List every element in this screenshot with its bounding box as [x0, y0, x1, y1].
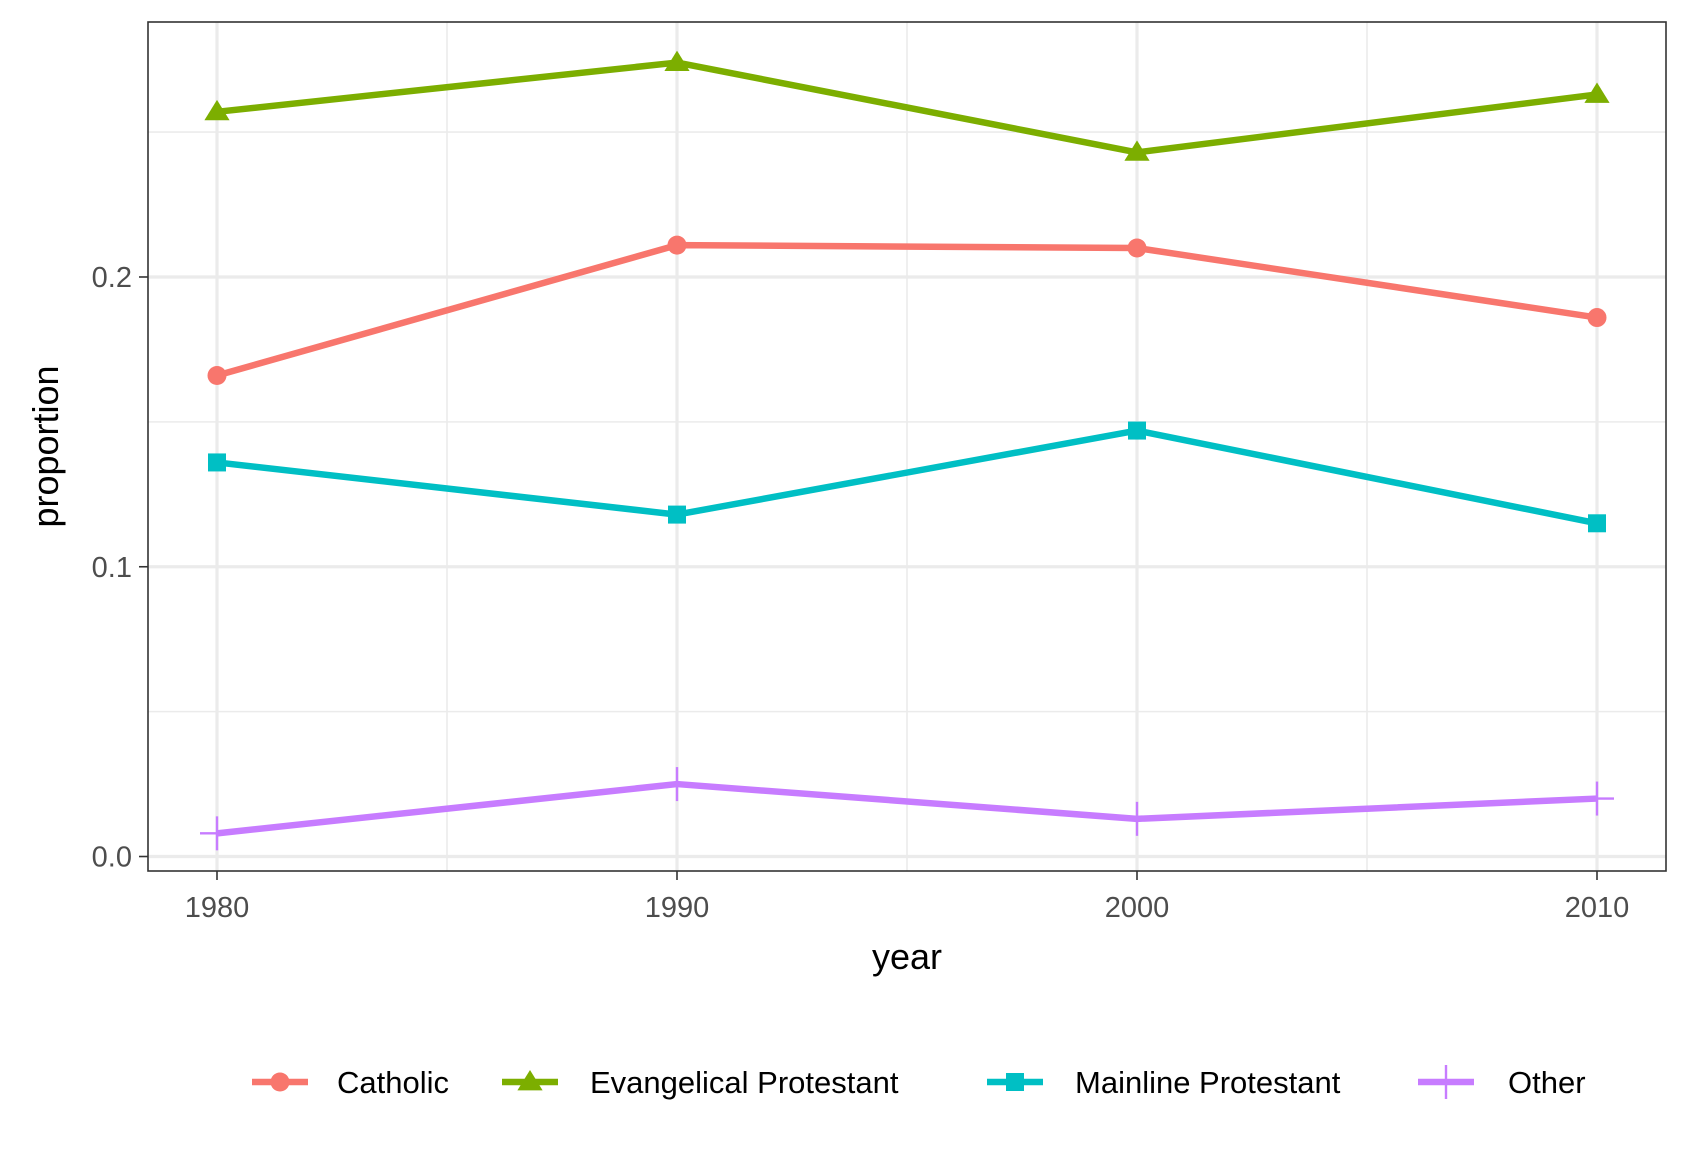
y-tick-label: 0.2 — [92, 262, 132, 294]
x-axis-title: year — [872, 936, 942, 977]
legend-item-evangelical-protestant: Evangelical Protestant — [502, 1065, 899, 1100]
data-point-mainline-protestant — [1128, 421, 1146, 440]
data-point-other — [200, 816, 234, 851]
legend-item-mainline-protestant: Mainline Protestant — [987, 1065, 1341, 1100]
x-tick-label: 2000 — [1105, 892, 1170, 924]
legend-label: Evangelical Protestant — [590, 1065, 899, 1100]
series-layer — [200, 50, 1614, 851]
x-tick-label: 1980 — [185, 892, 250, 924]
series-line-catholic — [216, 241, 1598, 379]
data-point-mainline-protestant — [208, 453, 226, 472]
legend-label: Other — [1508, 1065, 1586, 1100]
legend-key-marker — [1006, 1073, 1024, 1091]
data-point-other — [660, 767, 694, 802]
legend-key-marker — [517, 1070, 543, 1091]
panel-border — [147, 21, 1667, 872]
legend: Catholic Evangelical Protestant Mainline P… — [252, 1065, 1586, 1100]
minor-grid — [148, 22, 1666, 871]
y-tick-label: 0.0 — [92, 842, 132, 874]
data-point-mainline-protestant — [668, 505, 686, 524]
axis-ticks — [139, 276, 1598, 880]
data-point-evangelical-protestant — [1584, 82, 1610, 103]
legend-item-other: Other — [1418, 1065, 1586, 1100]
series-line-other — [216, 780, 1598, 837]
data-point-catholic — [667, 235, 687, 255]
x-tick-label: 1990 — [645, 892, 710, 924]
data-point-evangelical-protestant — [204, 99, 230, 121]
axis-tick-labels: 1980 1990 2000 2010 0.0 0.1 0.2 — [92, 262, 1630, 924]
data-point-evangelical-protestant — [664, 50, 690, 71]
y-tick-label: 0.1 — [92, 552, 132, 584]
data-point-catholic — [1587, 308, 1607, 328]
legend-label: Mainline Protestant — [1075, 1065, 1341, 1100]
data-point-other — [1580, 781, 1614, 816]
data-point-other — [1120, 801, 1154, 836]
legend-key-marker — [1429, 1065, 1463, 1099]
series-line-evangelical-protestant — [216, 59, 1598, 156]
data-point-catholic — [1127, 238, 1147, 258]
data-point-catholic — [207, 366, 227, 386]
legend-item-catholic: Catholic — [252, 1065, 449, 1100]
y-axis-title: proportion — [25, 365, 66, 527]
data-point-mainline-protestant — [1588, 514, 1606, 533]
legend-key-marker — [270, 1072, 290, 1092]
x-tick-label: 2010 — [1565, 892, 1630, 924]
major-grid — [148, 22, 1666, 871]
legend-label: Catholic — [337, 1065, 449, 1100]
data-point-evangelical-protestant — [1124, 140, 1150, 161]
series-line-mainline-protestant — [216, 427, 1598, 527]
